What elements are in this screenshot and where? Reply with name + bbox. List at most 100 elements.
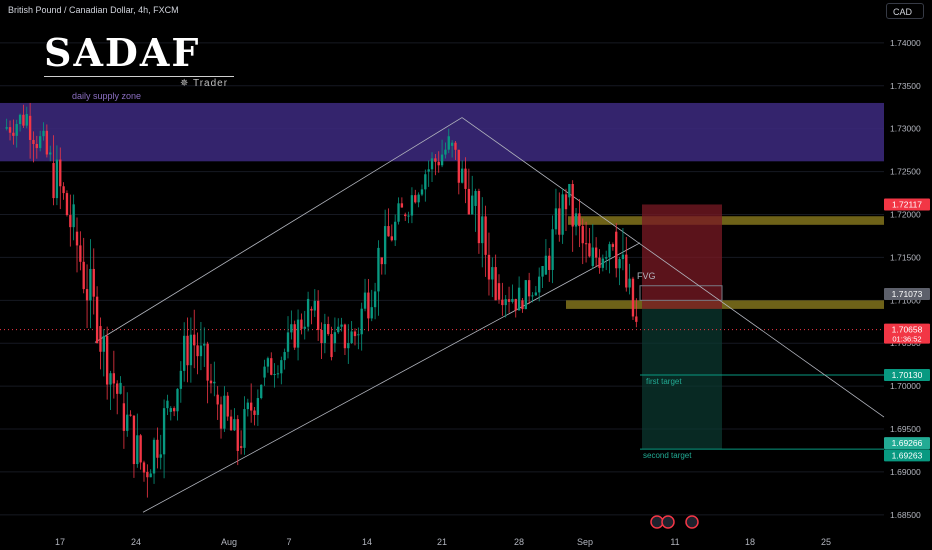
candle-body <box>497 283 501 300</box>
candle-body <box>467 188 471 215</box>
resistance-zone <box>568 216 884 225</box>
candle-body <box>169 408 172 412</box>
y-axis-tick: 1.71000 <box>890 295 921 305</box>
candle-body <box>12 132 15 136</box>
candle-body <box>119 382 122 394</box>
price-label-bg <box>884 323 930 344</box>
candle-body <box>85 289 89 301</box>
candle-body <box>430 158 434 170</box>
price-label: 1.69263 <box>892 450 923 460</box>
logo: SADAF ✵ Trader <box>44 32 234 92</box>
candle-body <box>400 203 404 208</box>
y-axis-tick: 1.72500 <box>890 167 921 177</box>
candle-body <box>276 373 280 375</box>
candle-body <box>283 352 286 361</box>
candle-body <box>618 259 621 269</box>
candle-body <box>253 410 256 415</box>
currency-button[interactable]: CAD <box>886 3 924 19</box>
logo-underline <box>44 76 234 77</box>
candle-body <box>149 473 152 478</box>
candle-body <box>243 409 246 448</box>
candle-body <box>206 343 209 381</box>
candle-body <box>387 226 390 237</box>
candle-body <box>410 195 414 216</box>
event-flag-icon <box>685 515 699 529</box>
y-axis-tick: 1.69000 <box>890 467 921 477</box>
candle-body <box>316 300 320 330</box>
candle-body <box>162 408 166 455</box>
candle-body <box>327 324 330 335</box>
x-axis-tick: 24 <box>131 537 141 547</box>
candle-body <box>62 186 65 194</box>
candle-body <box>219 404 223 429</box>
candle-body <box>588 243 591 257</box>
y-axis-tick: 1.70000 <box>890 381 921 391</box>
candle-body <box>233 419 236 431</box>
price-label: 1.69266 <box>892 438 923 448</box>
candle-body <box>491 267 494 280</box>
candle-body <box>75 231 79 246</box>
candle-body <box>183 335 186 371</box>
star-icon: ✵ <box>180 78 193 89</box>
candle-body <box>574 213 578 227</box>
candle-body <box>236 419 239 451</box>
x-axis-tick: 14 <box>362 537 372 547</box>
fvg-label: FVG <box>637 271 656 281</box>
take-profit-box <box>642 308 722 450</box>
candle-body <box>49 152 52 155</box>
candle-body <box>89 268 92 301</box>
candle-body <box>437 161 440 166</box>
candle-body <box>608 244 611 258</box>
candle-body <box>79 245 82 262</box>
candle-body <box>256 398 260 415</box>
x-axis-tick: 21 <box>437 537 447 547</box>
event-flag-icon <box>650 515 664 529</box>
candle-body <box>246 402 249 410</box>
y-axis-tick: 1.69500 <box>890 424 921 434</box>
candle-body <box>601 258 605 268</box>
candle-body <box>504 299 507 306</box>
candle-body <box>303 326 306 329</box>
candle-body <box>434 158 437 162</box>
candle-body <box>611 244 615 247</box>
logo-sub-text: Trader <box>192 78 229 89</box>
candle-body <box>605 257 608 259</box>
candle-body <box>313 300 316 311</box>
symbol-title[interactable]: British Pound / Canadian Dollar, 4h, FXC… <box>8 5 179 15</box>
candle-body <box>209 380 213 384</box>
candle-body <box>69 215 72 228</box>
y-axis-tick: 1.68500 <box>890 510 921 520</box>
candle-body <box>554 208 558 230</box>
candle-body <box>216 394 219 405</box>
candle-body <box>558 208 561 235</box>
candle-body <box>471 195 474 215</box>
price-label-bg <box>884 288 930 301</box>
price-label-bg <box>884 437 930 450</box>
x-axis-tick: 7 <box>286 537 291 547</box>
candle-body <box>450 142 454 146</box>
candle-body <box>514 298 517 311</box>
candle-body <box>343 324 347 349</box>
price-label: 1.71073 <box>892 289 923 299</box>
channel-lower-line <box>142 242 641 513</box>
candle-body <box>571 183 574 227</box>
x-axis-tick: Sep <box>577 537 593 547</box>
candle-body <box>481 216 484 244</box>
candle-body <box>59 159 62 187</box>
candle-body <box>404 214 407 217</box>
candle-body <box>273 374 276 376</box>
candle-body <box>229 416 233 431</box>
candle-body <box>35 143 38 149</box>
candle-body <box>635 316 638 322</box>
candle-body <box>584 243 588 245</box>
candle-body <box>293 324 296 348</box>
candle-body <box>621 254 625 260</box>
candle-body <box>333 332 337 344</box>
candle-body <box>300 319 303 329</box>
candle-body <box>152 439 156 474</box>
candle-body <box>447 136 450 150</box>
candle-body <box>337 326 340 333</box>
candle-body <box>116 383 119 394</box>
